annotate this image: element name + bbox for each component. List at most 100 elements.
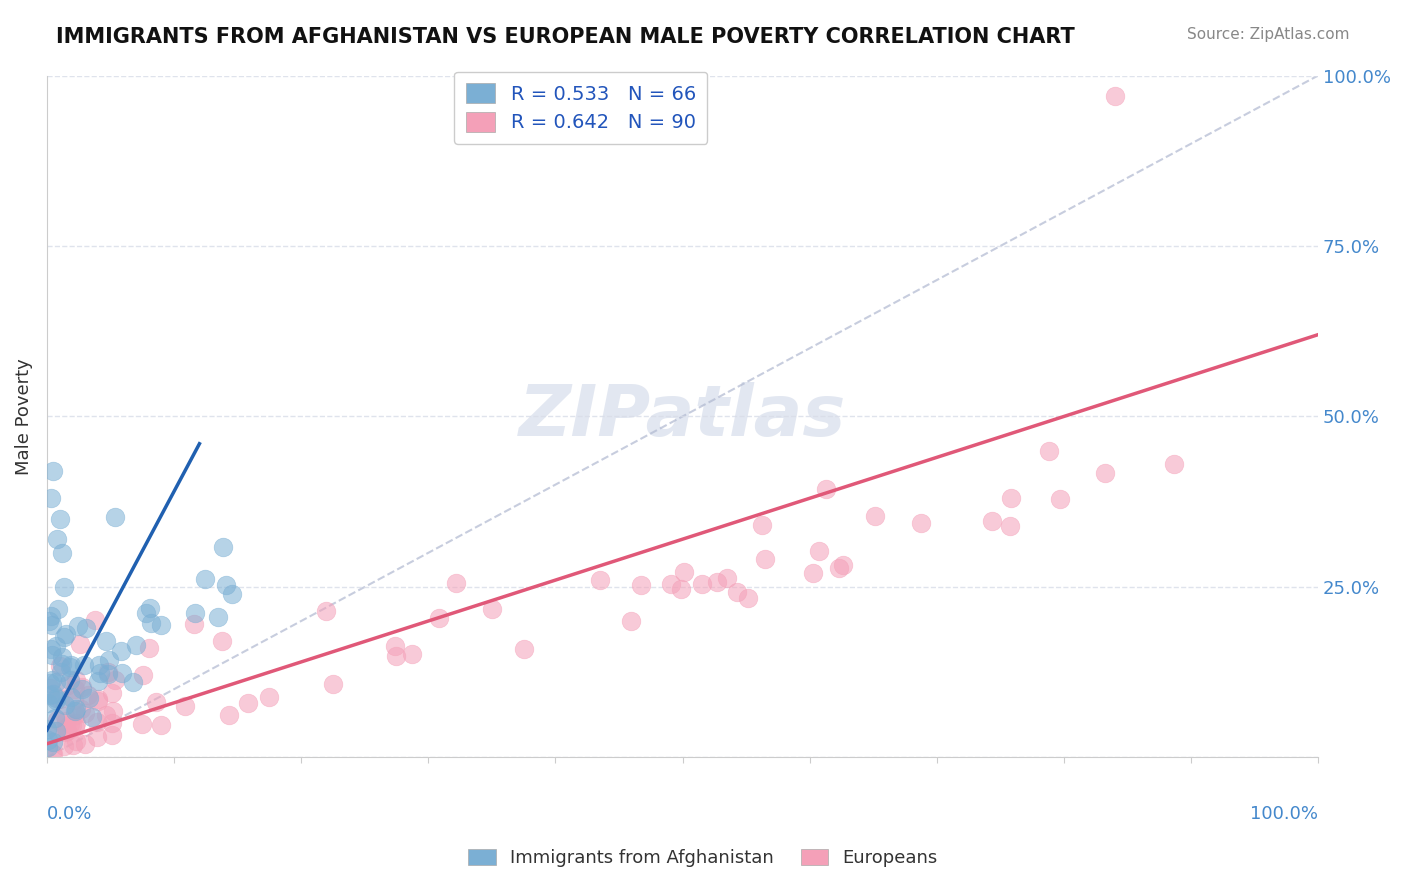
Point [125,638,148,652]
Point [41,687,63,701]
Point [139,616,162,631]
Point [669,582,692,597]
Legend: Immigrants from Afghanistan, Europeans: Immigrants from Afghanistan, Europeans [461,841,945,874]
Point [53,630,76,644]
Point [37,740,59,755]
Point [1094,466,1116,480]
Point [89,665,111,680]
Point [145,695,167,709]
Point [59,660,82,674]
Point [831,558,853,572]
Point [981,514,1004,528]
Point [998,518,1021,533]
Point [49,691,72,706]
Point [121,674,143,689]
Point [87,657,110,672]
Point [46,724,69,739]
Point [322,677,344,691]
Point [737,591,759,605]
Point [65,716,87,731]
Point [139,600,162,615]
Point [52,580,75,594]
Point [48,512,70,526]
Point [51,546,73,560]
Point [63,682,86,697]
Point [211,634,233,648]
Point [42,747,65,761]
Text: IMMIGRANTS FROM AFGHANISTAN VS EUROPEAN MALE POVERTY CORRELATION CHART: IMMIGRANTS FROM AFGHANISTAN VS EUROPEAN … [56,27,1076,46]
Point [75,621,97,635]
Point [51,657,73,671]
Point [132,668,155,682]
Text: Source: ZipAtlas.com: Source: ZipAtlas.com [1187,27,1350,42]
Point [100,728,122,742]
Point [69,637,91,651]
Point [53,739,76,753]
Point [53,708,76,723]
Point [37,696,59,710]
Point [55,724,77,739]
Point [44,711,66,725]
Point [45,713,67,727]
Point [59,690,82,704]
Point [38,676,60,690]
Point [104,673,127,687]
Point [101,686,124,700]
Point [53,698,76,713]
Point [149,718,172,732]
Point [62,738,84,752]
Legend: R = 0.533   N = 66, R = 0.642   N = 90: R = 0.533 N = 66, R = 0.642 N = 90 [454,71,707,144]
Point [218,708,240,723]
Point [51,665,73,680]
Point [672,565,695,579]
Point [97,667,120,681]
Point [45,691,67,706]
Point [111,666,134,681]
Point [70,701,93,715]
Point [315,604,337,618]
Point [46,532,69,546]
Point [41,673,63,687]
Point [73,657,96,672]
Point [827,560,849,574]
Point [863,508,886,523]
Point [59,717,82,731]
Point [384,639,406,653]
Point [86,714,108,729]
Point [215,578,238,592]
Point [45,639,67,653]
Point [659,577,682,591]
Point [41,747,63,761]
Point [39,491,62,506]
Point [55,626,77,640]
Point [513,641,536,656]
Point [211,540,233,554]
Point [37,722,59,736]
Point [41,648,63,662]
Point [55,714,77,729]
Point [149,617,172,632]
Text: 100.0%: 100.0% [1250,805,1319,823]
Point [588,573,610,587]
Point [257,690,280,704]
Point [49,659,72,673]
Point [44,675,66,690]
Text: ZIPatlas: ZIPatlas [519,382,846,451]
Point [138,641,160,656]
Point [236,696,259,710]
Point [1038,443,1060,458]
Point [51,650,73,665]
Point [59,673,82,688]
Point [401,648,423,662]
Point [1000,491,1022,506]
Point [194,572,217,586]
Point [39,688,62,702]
Point [131,717,153,731]
Point [801,566,824,580]
Point [910,516,932,530]
Point [59,657,82,672]
Point [63,704,86,718]
Point [60,717,83,731]
Point [45,724,67,739]
Text: 0.0%: 0.0% [46,805,93,823]
